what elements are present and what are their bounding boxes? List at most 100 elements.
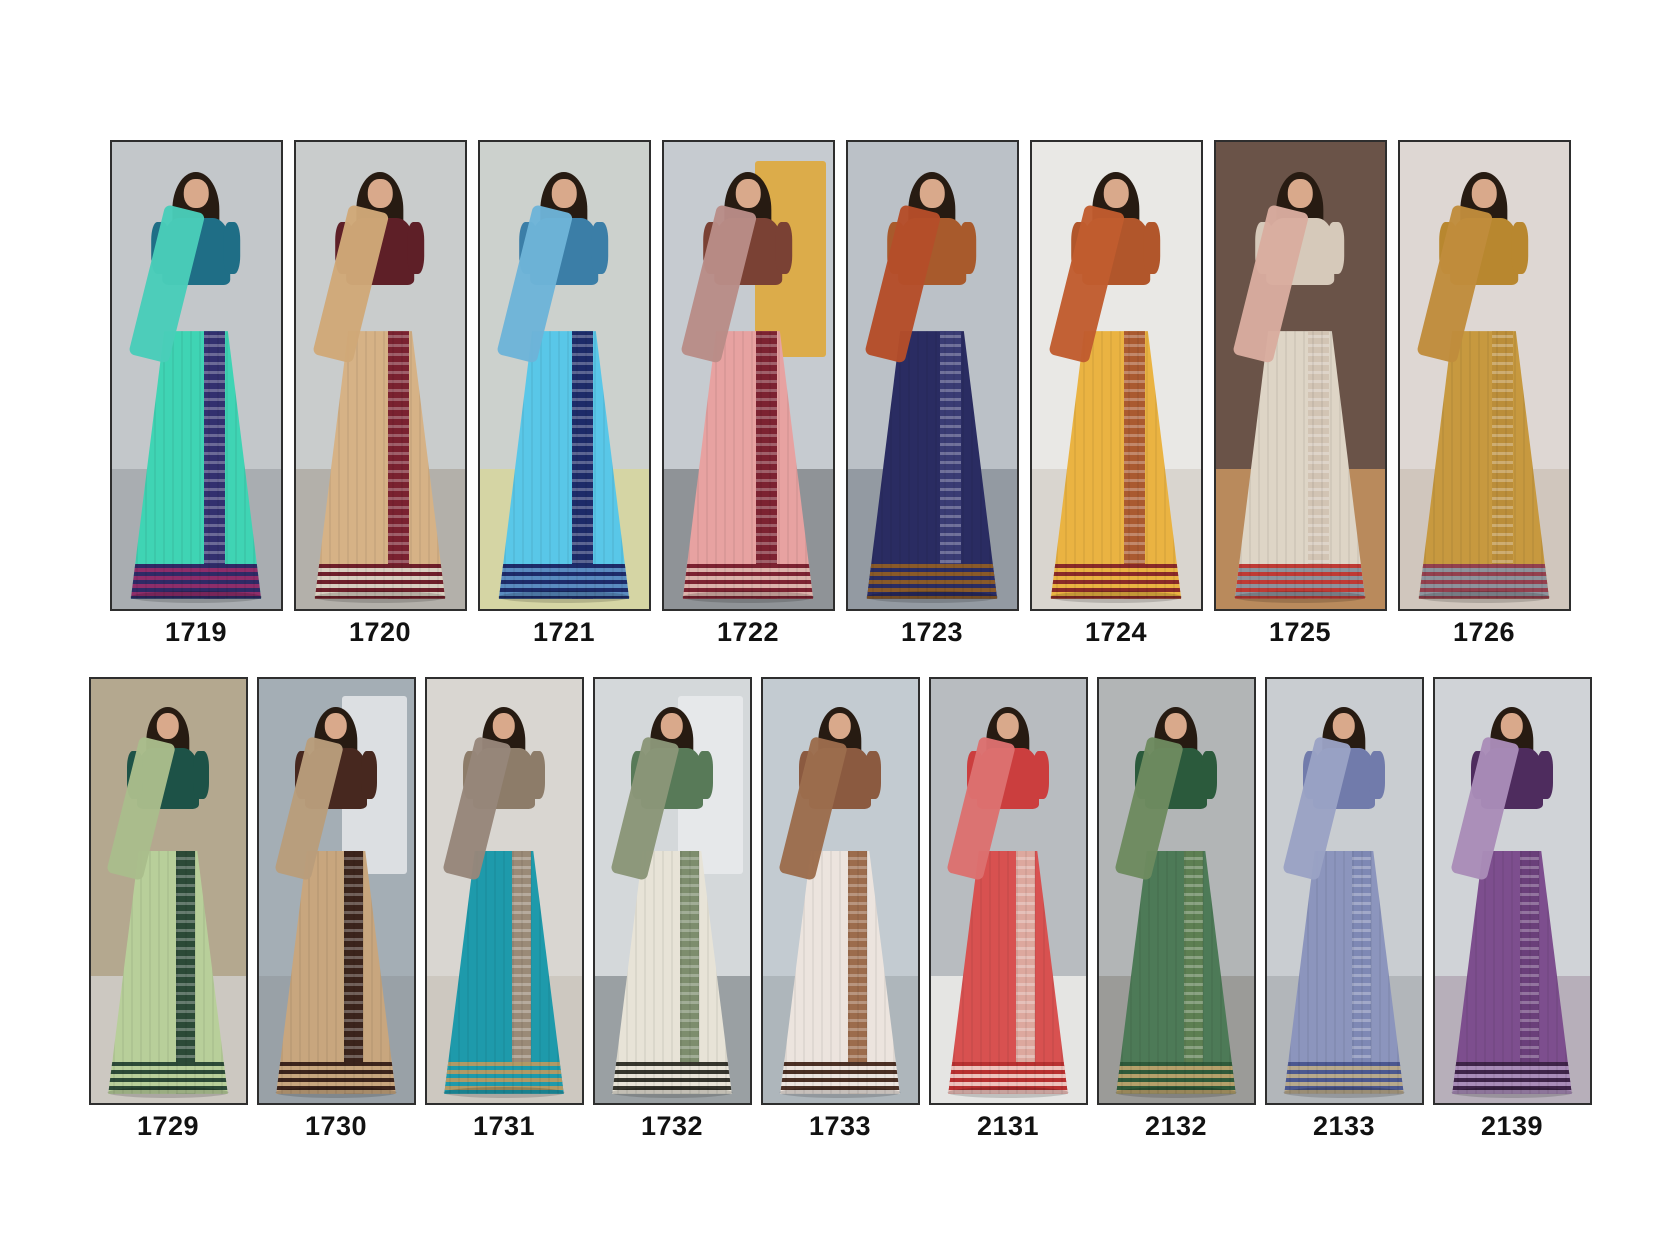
product-photo <box>1096 677 1256 1105</box>
product-photo <box>760 677 920 1105</box>
saree-hem-stripes <box>1418 563 1550 599</box>
product-code: 1721 <box>532 617 596 647</box>
product-photo <box>256 677 416 1105</box>
saree-hem-stripes <box>130 563 262 599</box>
product-code: 1724 <box>1084 617 1148 647</box>
saree-drape <box>682 331 814 599</box>
model-figure <box>1435 679 1590 1103</box>
product-photo <box>424 677 584 1105</box>
saree-pleats <box>1418 331 1550 599</box>
saree-border-band <box>756 331 778 599</box>
product-card: 1721 <box>477 140 651 648</box>
model-face <box>492 712 516 740</box>
model-face <box>324 712 348 740</box>
floor-shadow <box>1115 1086 1237 1098</box>
floor-shadow <box>1234 591 1366 604</box>
saree-drape <box>314 331 446 599</box>
product-card: 1722 <box>661 140 835 648</box>
saree-hem-stripes <box>1452 1062 1572 1094</box>
saree-hem-stripes <box>1050 563 1182 599</box>
product-photo <box>928 677 1088 1105</box>
saree-pleats <box>1452 850 1572 1094</box>
catalog-row-top: 1719 1720 <box>0 140 1680 648</box>
saree-drape <box>276 850 396 1094</box>
saree-drape <box>498 331 630 599</box>
saree-drape <box>108 850 228 1094</box>
saree-drape <box>1284 850 1404 1094</box>
product-card: 1723 <box>845 140 1019 648</box>
saree-border-band <box>343 850 363 1094</box>
floor-shadow <box>275 1086 397 1098</box>
saree-hem-stripes <box>108 1062 228 1094</box>
floor-shadow <box>682 591 814 604</box>
saree-drape <box>1452 850 1572 1094</box>
saree-border-band <box>940 331 962 599</box>
model-figure <box>1032 142 1201 609</box>
model-face <box>1287 179 1313 209</box>
saree-pleats <box>130 331 262 599</box>
saree-hem-stripes <box>444 1062 564 1094</box>
product-photo <box>109 140 283 611</box>
product-card: 1719 <box>109 140 283 648</box>
saree-border-band <box>1124 331 1146 599</box>
saree-hem-stripes <box>948 1062 1068 1094</box>
product-code: 1723 <box>900 617 964 647</box>
saree-hem-stripes <box>866 563 998 599</box>
saree-drape <box>1418 331 1550 599</box>
saree-border-band <box>388 331 410 599</box>
product-code: 1730 <box>304 1111 368 1141</box>
product-card: 1732 <box>592 677 752 1142</box>
floor-shadow <box>1050 591 1182 604</box>
product-code: 2133 <box>1312 1111 1376 1141</box>
model-face <box>1103 179 1129 209</box>
floor-shadow <box>498 591 630 604</box>
saree-hem-stripes <box>612 1062 732 1094</box>
product-photo <box>88 677 248 1105</box>
saree-border-band <box>1351 850 1371 1094</box>
model-figure <box>763 679 918 1103</box>
saree-hem-stripes <box>780 1062 900 1094</box>
product-photo <box>592 677 752 1105</box>
saree-pleats <box>1234 331 1366 599</box>
saree-drape <box>1234 331 1366 599</box>
saree-drape <box>130 331 262 599</box>
product-code: 1725 <box>1268 617 1332 647</box>
product-card: 1729 <box>88 677 248 1142</box>
model-figure <box>1267 679 1422 1103</box>
product-photo <box>1029 140 1203 611</box>
product-card: 1720 <box>293 140 467 648</box>
floor-shadow <box>130 591 262 604</box>
floor-shadow <box>947 1086 1069 1098</box>
saree-drape <box>1050 331 1182 599</box>
model-face <box>1164 712 1188 740</box>
floor-shadow <box>443 1086 565 1098</box>
saree-pleats <box>498 331 630 599</box>
product-photo <box>477 140 651 611</box>
saree-pleats <box>612 850 732 1094</box>
product-card: 2133 <box>1264 677 1424 1142</box>
floor-shadow <box>1451 1086 1573 1098</box>
model-figure <box>91 679 246 1103</box>
catalog-row-bottom: 1729 1730 <box>0 677 1680 1142</box>
saree-border-band <box>679 850 699 1094</box>
product-code: 1733 <box>808 1111 872 1141</box>
product-photo <box>661 140 835 611</box>
product-code: 1720 <box>348 617 412 647</box>
product-code: 1722 <box>716 617 780 647</box>
product-code: 1731 <box>472 1111 536 1141</box>
saree-border-band <box>1308 331 1330 599</box>
saree-drape <box>866 331 998 599</box>
saree-border-band <box>1015 850 1035 1094</box>
product-card: 2132 <box>1096 677 1256 1142</box>
model-face <box>183 179 209 209</box>
product-card: 1731 <box>424 677 584 1142</box>
model-figure <box>259 679 414 1103</box>
catalog-grid: 1719 1720 <box>0 140 1680 1142</box>
model-face <box>367 179 393 209</box>
model-face <box>551 179 577 209</box>
model-face <box>735 179 761 209</box>
saree-hem-stripes <box>1284 1062 1404 1094</box>
saree-drape <box>612 850 732 1094</box>
floor-shadow <box>314 591 446 604</box>
floor-shadow <box>866 591 998 604</box>
